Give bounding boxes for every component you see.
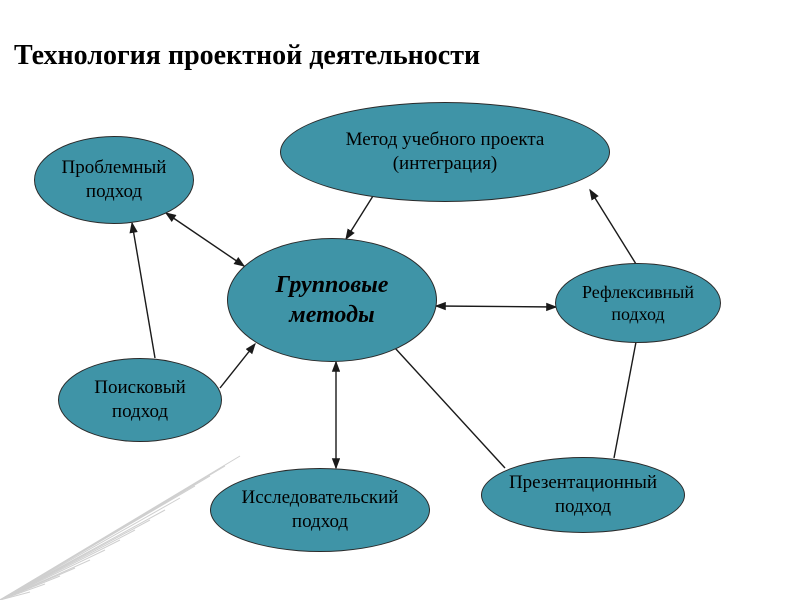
decor-line — [0, 520, 150, 600]
node-search: Поисковыйподход — [58, 358, 222, 442]
decor-line — [0, 584, 45, 600]
node-label: Презентационныйподход — [509, 471, 657, 519]
slide: Технология проектной деятельности Пробле… — [0, 0, 800, 600]
decor-line — [0, 568, 75, 600]
node-method: Метод учебного проекта(интеграция) — [280, 102, 610, 202]
decor-line — [0, 456, 240, 600]
edge — [614, 342, 636, 458]
node-group: Групповыеметоды — [227, 238, 437, 362]
edge — [436, 306, 556, 307]
node-present: Презентационныйподход — [481, 457, 685, 533]
decor-line — [0, 550, 105, 600]
decor-line — [0, 560, 90, 600]
decor-line — [0, 530, 135, 600]
decor-line — [0, 592, 30, 600]
edge — [132, 223, 155, 358]
edge — [395, 348, 505, 468]
decor-line — [0, 576, 60, 600]
edge — [166, 213, 244, 266]
node-label: Рефлексивныйподход — [582, 281, 694, 326]
edge — [346, 196, 373, 239]
node-label: Проблемныйподход — [62, 156, 167, 204]
decor-line — [0, 498, 180, 600]
decor-line — [0, 486, 195, 600]
node-label: Метод учебного проекта(интеграция) — [346, 128, 545, 176]
decor-line — [0, 476, 210, 600]
decor-line — [0, 510, 165, 600]
edge — [220, 344, 255, 388]
node-reflex: Рефлексивныйподход — [555, 263, 721, 343]
node-label: Поисковыйподход — [94, 376, 186, 424]
edge — [590, 190, 636, 264]
node-problem: Проблемныйподход — [34, 136, 194, 224]
page-title: Технология проектной деятельности — [14, 40, 480, 72]
node-label: Групповыеметоды — [276, 270, 389, 330]
node-research: Исследовательскийподход — [210, 468, 430, 552]
decor-line — [0, 540, 120, 600]
node-label: Исследовательскийподход — [242, 486, 399, 534]
decor-line — [0, 466, 225, 600]
